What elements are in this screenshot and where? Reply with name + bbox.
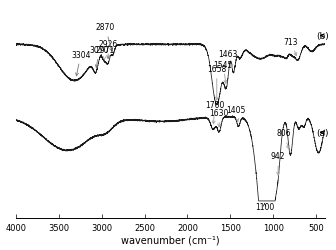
Text: 2971: 2971 (95, 46, 115, 60)
Text: (b): (b) (317, 32, 329, 41)
Text: 942: 942 (271, 152, 285, 176)
X-axis label: wavenumber (cm⁻¹): wavenumber (cm⁻¹) (121, 234, 220, 244)
Text: 1700: 1700 (205, 101, 224, 124)
Text: 1630: 1630 (209, 108, 229, 127)
Text: 1463: 1463 (218, 50, 237, 68)
Text: 806: 806 (277, 129, 291, 149)
Text: 3304: 3304 (71, 50, 91, 76)
Text: 713: 713 (284, 38, 298, 56)
Text: 3070: 3070 (89, 46, 109, 68)
Text: (a): (a) (317, 128, 329, 137)
Text: 1658: 1658 (207, 65, 226, 100)
Text: 1405: 1405 (226, 106, 246, 122)
Text: 2870: 2870 (95, 23, 115, 52)
Text: 2926: 2926 (98, 40, 118, 59)
Text: 1545: 1545 (213, 60, 233, 84)
Text: 1100: 1100 (255, 202, 274, 211)
